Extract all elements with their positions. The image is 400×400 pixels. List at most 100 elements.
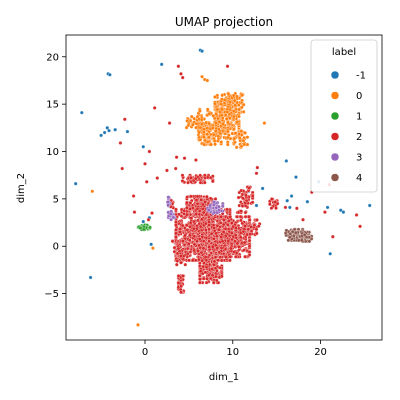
scatter-point-label-2 [199,198,204,202]
scatter-point-label-2 [254,171,259,176]
scatter-point-label--1 [141,219,146,224]
scatter-point-label-3 [166,195,171,200]
y-tick-label: 0 [53,242,59,253]
legend-marker [330,173,340,182]
scatter-point-label-0 [218,131,223,136]
scatter-point-label-2 [204,265,209,270]
scatter-point-label-2 [256,224,261,228]
scatter-point-label-0 [235,94,239,99]
scatter-point-label--1 [73,181,78,186]
scatter-point-label-2 [178,254,183,258]
scatter-point-label-2 [354,213,359,217]
scatter-point-label-2 [243,254,247,259]
scatter-point-label-2 [207,220,211,224]
scatter-point-label-2 [268,202,272,207]
scatter-point-label-2 [358,224,362,229]
scatter-point-label-2 [196,218,200,223]
scatter-point-label-3 [166,203,171,207]
scatter-point-label-2 [240,204,245,208]
scatter-point-label-2 [247,214,251,219]
scatter-point-label-2 [174,223,178,228]
legend-marker [330,111,340,121]
scatter-point-label--1 [285,198,290,203]
y-tick-label: 15 [46,100,59,111]
scatter-point-label-0 [210,126,215,131]
scatter-point-label-2 [219,274,224,279]
scatter-point-label-2 [179,71,183,76]
scatter-point-label-0 [205,132,209,137]
scatter-point-label-2 [132,210,137,214]
scatter-point-label-0 [90,189,95,194]
scatter-point-label-2 [202,173,207,178]
scatter-point-label-2 [283,205,288,210]
scatter-point-label--1 [88,275,93,280]
scatter-point-label-2 [239,218,243,223]
scatter-point-label-2 [192,242,197,247]
scatter-point-label-2 [192,226,196,231]
scatter-point-label-2 [181,239,185,243]
chart-title: UMAP projection [175,15,273,29]
scatter-point-label-2 [242,248,246,252]
scatter-point-label-0 [202,130,206,134]
scatter-point-label-2 [207,223,211,227]
scatter-point-label-0 [239,105,244,110]
scatter-point-label-2 [247,238,252,243]
scatter-point-label-2 [295,206,299,211]
scatter-point-label-2 [209,231,214,236]
scatter-point-label--1 [79,110,84,115]
scatter-point-label-0 [198,137,203,142]
scatter-point-label-2 [235,241,240,246]
scatter-point-label-2 [215,268,219,273]
scatter-point-label-0 [207,111,212,116]
scatter-point-label-0 [237,136,242,140]
scatter-point-label-2 [180,75,185,80]
scatter-point-label-2 [195,194,200,199]
scatter-point-label-0 [189,114,194,119]
scatter-point-label-0 [199,117,204,122]
scatter-point-label-2 [131,194,136,198]
scatter-point-label-3 [212,210,217,215]
scatter-point-label-0 [231,114,236,119]
scatter-point-label-0 [225,142,230,147]
scatter-point-label-2 [182,156,187,160]
scatter-point-label-2 [175,259,180,263]
scatter-point-label-2 [147,149,152,154]
scatter-point-label-2 [188,201,193,205]
scatter-point-label-2 [165,168,169,173]
scatter-point-label-2 [225,64,230,69]
legend-marker [330,91,340,100]
scatter-point-label-2 [180,179,185,183]
scatter-point-label-2 [174,207,178,212]
scatter-point-label-2 [185,205,189,210]
scatter-point-label--1 [305,199,310,204]
scatter-point-label-2 [198,173,203,178]
scatter-point-label-2 [174,231,178,236]
scatter-point-label-2 [245,232,249,237]
scatter-points [73,48,372,327]
y-tick-label: −5 [44,289,59,300]
scatter-point-label-4 [302,233,307,237]
scatter-point-label-2 [191,219,196,224]
scatter-point-label-2 [219,214,224,219]
scatter-point-label-2 [181,274,185,278]
scatter-point-label-2 [226,239,231,243]
plot-frame [65,34,383,341]
scatter-point-label-0 [198,109,202,113]
scatter-point-label-2 [205,276,209,281]
scatter-point-label-0 [194,121,199,126]
legend-marker [330,152,340,162]
scatter-point-label-2 [188,207,192,211]
scatter-point-label-2 [194,158,198,162]
scatter-point-label-2 [210,273,215,278]
scatter-point-label-0 [205,126,210,131]
scatter-point-label-2 [118,141,123,145]
scatter-point-label-0 [219,113,224,118]
scatter-point-label-4 [293,230,298,235]
scatter-point-label-2 [212,236,216,241]
scatter-point-label-2 [198,269,203,274]
scatter-point-label-0 [262,121,267,125]
scatter-point-label-2 [185,246,190,251]
scatter-point-label-2 [214,274,218,279]
scatter-point-label-3 [212,202,216,207]
scatter-point-label-0 [237,132,241,136]
